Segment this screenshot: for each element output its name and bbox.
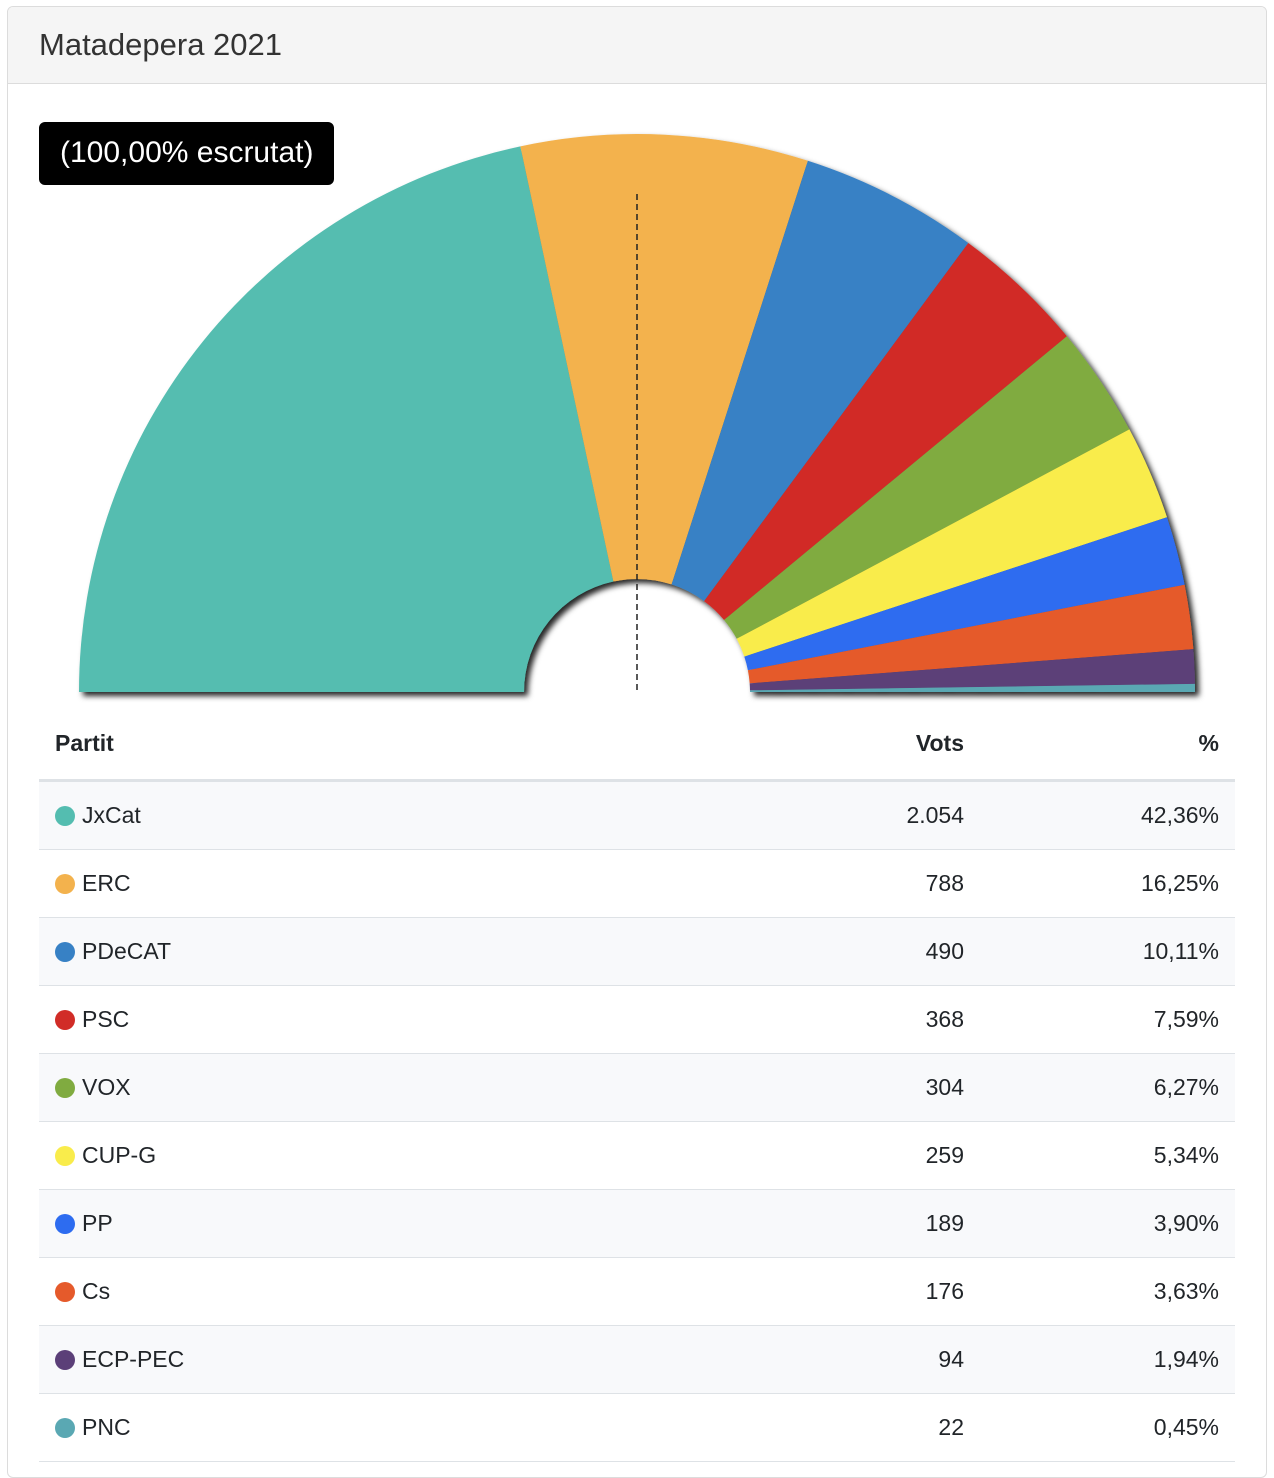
party-color-dot-icon <box>55 1282 75 1302</box>
party-color-dot-icon <box>55 806 75 826</box>
results-panel: Matadepera 2021 (100,00% escrutat) Parti… <box>7 6 1267 1478</box>
party-name: JxCat <box>82 802 141 828</box>
party-cell: ERC <box>39 849 748 918</box>
party-cell: PNC <box>39 1393 748 1462</box>
party-cell: CUP-G <box>39 1121 748 1190</box>
percent-cell: 3,90% <box>980 1189 1235 1258</box>
party-name: PNC <box>82 1414 131 1440</box>
hemicycle-chart: (100,00% escrutat) <box>8 84 1266 714</box>
column-header-percent: % <box>980 707 1235 782</box>
party-name: ECP-PEC <box>82 1346 185 1372</box>
slice-psc <box>704 243 1067 620</box>
party-color-dot-icon <box>55 1418 75 1438</box>
percent-cell: 16,25% <box>980 849 1235 918</box>
table-row: ECP-PEC 94 1,94% <box>39 1325 1235 1394</box>
percent-cell: 3,63% <box>980 1257 1235 1326</box>
slice-erc <box>520 134 808 585</box>
party-cell: Cs <box>39 1257 748 1326</box>
party-color-dot-icon <box>55 1146 75 1166</box>
slice-vox <box>724 336 1130 639</box>
party-name: PP <box>82 1210 113 1236</box>
votes-cell: 788 <box>748 849 980 918</box>
slice-pp <box>744 517 1185 671</box>
table-header-row: Partit Vots % <box>39 707 1235 782</box>
percent-cell: 10,11% <box>980 917 1235 986</box>
party-cell: PDeCAT <box>39 917 748 986</box>
panel-header: Matadepera 2021 <box>8 7 1266 84</box>
votes-cell: 22 <box>748 1393 980 1462</box>
party-color-dot-icon <box>55 1010 75 1030</box>
hemicycle-svg <box>79 134 1195 692</box>
slice-ecp-pec <box>749 649 1195 691</box>
votes-cell: 189 <box>748 1189 980 1258</box>
slice-cs <box>747 584 1194 684</box>
table-row: PNC 22 0,45% <box>39 1393 1235 1462</box>
percent-cell: 5,34% <box>980 1121 1235 1190</box>
party-name: ERC <box>82 870 131 896</box>
hemicycle-slices <box>79 134 1195 692</box>
votes-cell: 490 <box>748 917 980 986</box>
table-row: CUP-G 259 5,34% <box>39 1121 1235 1190</box>
party-name: CUP-G <box>82 1142 157 1168</box>
votes-cell: 94 <box>748 1325 980 1394</box>
slice-jxcat <box>79 146 614 692</box>
party-color-dot-icon <box>55 1214 75 1234</box>
table-row: PSC 368 7,59% <box>39 985 1235 1054</box>
party-name: PDeCAT <box>82 938 172 964</box>
table-row: Cs 176 3,63% <box>39 1257 1235 1326</box>
page-title: Matadepera 2021 <box>39 27 283 62</box>
slice-cup-g <box>736 429 1167 657</box>
votes-cell: 176 <box>748 1257 980 1326</box>
percent-cell: 42,36% <box>980 780 1235 850</box>
party-name: Cs <box>82 1278 111 1304</box>
results-rows: JxCat 2.054 42,36% ERC 788 16,25% PDeCAT 490 10,… <box>39 780 1235 1462</box>
percent-cell: 6,27% <box>980 1053 1235 1122</box>
votes-cell: 304 <box>748 1053 980 1122</box>
party-cell: PSC <box>39 985 748 1054</box>
table-row: JxCat 2.054 42,36% <box>39 780 1235 850</box>
party-color-dot-icon <box>55 874 75 894</box>
party-cell: ECP-PEC <box>39 1325 748 1394</box>
percent-cell: 7,59% <box>980 985 1235 1054</box>
slice-pdecat <box>671 160 969 602</box>
table-row: VOX 304 6,27% <box>39 1053 1235 1122</box>
party-cell: VOX <box>39 1053 748 1122</box>
votes-cell: 259 <box>748 1121 980 1190</box>
votes-cell: 368 <box>748 985 980 1054</box>
table-row: PP 189 3,90% <box>39 1189 1235 1258</box>
scrutiny-badge: (100,00% escrutat) <box>39 122 335 185</box>
percent-cell: 0,45% <box>980 1393 1235 1462</box>
percent-cell: 1,94% <box>980 1325 1235 1394</box>
party-name: VOX <box>82 1074 131 1100</box>
slice-pnc <box>749 683 1195 692</box>
column-header-votes: Vots <box>748 707 980 782</box>
table-row: PDeCAT 490 10,11% <box>39 917 1235 986</box>
party-name: PSC <box>82 1006 130 1032</box>
party-cell: JxCat <box>39 780 748 850</box>
party-color-dot-icon <box>55 1350 75 1370</box>
table-row: ERC 788 16,25% <box>39 849 1235 918</box>
party-color-dot-icon <box>55 942 75 962</box>
results-table: Partit Vots % JxCat 2.054 42,36% ERC 788 16,2… <box>39 707 1235 1462</box>
party-cell: PP <box>39 1189 748 1258</box>
party-color-dot-icon <box>55 1078 75 1098</box>
column-header-party: Partit <box>39 707 748 782</box>
votes-cell: 2.054 <box>748 780 980 850</box>
